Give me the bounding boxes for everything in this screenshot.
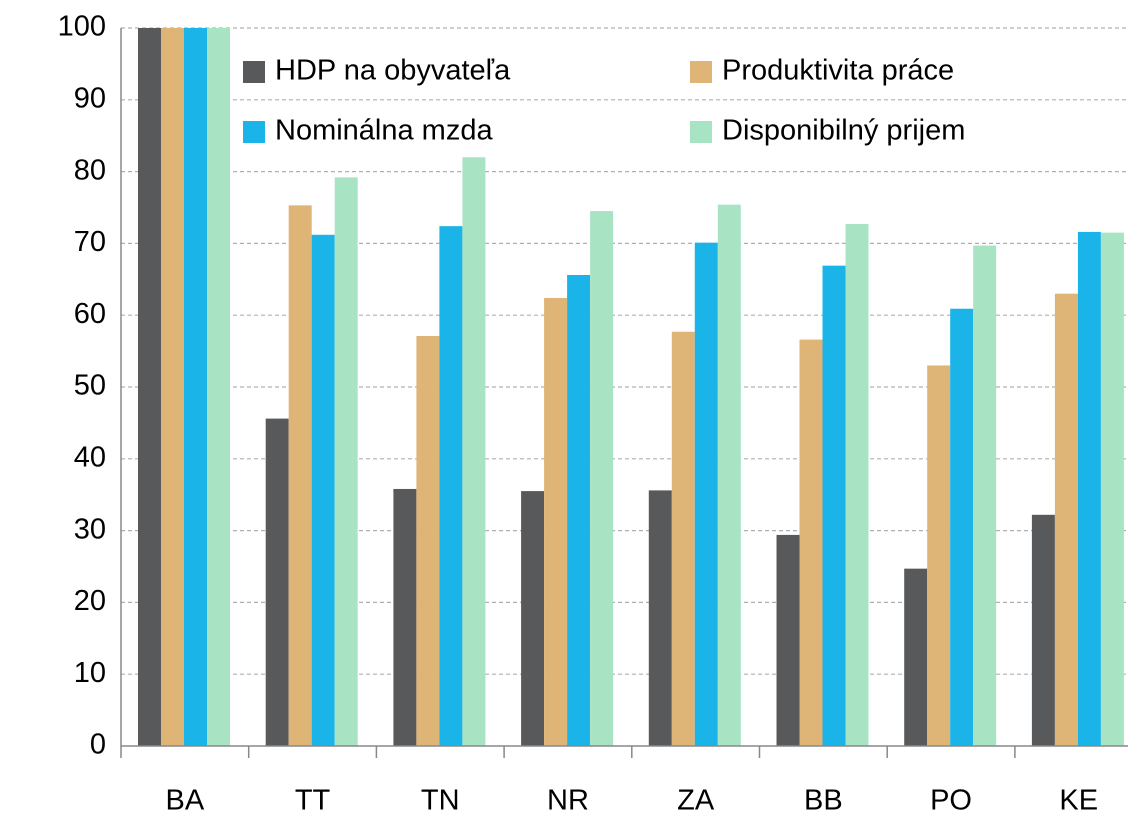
y-tick-label: 80: [74, 154, 106, 186]
bar: [973, 245, 997, 746]
bar: [311, 234, 335, 746]
x-tick-label: NR: [547, 785, 589, 816]
bar: [544, 297, 568, 746]
y-tick-label: 70: [74, 226, 106, 258]
bar: [717, 204, 741, 747]
bar: [138, 28, 161, 746]
bar: [648, 490, 672, 746]
x-tick-label: BA: [166, 785, 205, 816]
bar: [590, 211, 614, 747]
legend-swatch: [690, 61, 712, 83]
bar: [822, 265, 846, 746]
legend-label: HDP na obyvateľa: [275, 55, 511, 87]
bar: [462, 157, 486, 747]
bar: [776, 534, 800, 746]
legend-swatch: [243, 121, 265, 143]
y-tick-label: 50: [74, 370, 106, 402]
y-tick-label: 60: [74, 298, 106, 330]
bar: [161, 28, 184, 746]
bar: [521, 491, 545, 746]
x-tick-label: ZA: [677, 785, 715, 816]
y-tick-label: 30: [74, 513, 106, 545]
legend-swatch: [690, 121, 712, 143]
bar: [288, 205, 312, 746]
legend-label: Produktivita práce: [722, 55, 954, 87]
x-tick-label: KE: [1059, 785, 1098, 816]
bar: [904, 568, 928, 746]
bar: [393, 488, 417, 746]
y-tick-label: 90: [74, 82, 106, 114]
y-tick-label: 10: [74, 657, 106, 689]
x-tick-label: TN: [421, 785, 460, 816]
bar: [694, 242, 718, 746]
bar: [799, 339, 823, 746]
bar: [1100, 232, 1124, 746]
bar: [416, 336, 440, 746]
legend-swatch: [243, 61, 265, 83]
bar: [950, 308, 974, 746]
bar: [1077, 231, 1101, 747]
bar: [845, 224, 869, 746]
bar: [671, 331, 695, 746]
x-tick-label: PO: [930, 785, 972, 816]
bar: [1054, 293, 1078, 746]
x-tick-label: BB: [804, 785, 843, 816]
bar: [439, 226, 463, 747]
bar: [334, 177, 358, 746]
y-tick-label: 40: [74, 441, 106, 473]
legend-label: Disponibilný prijem: [722, 115, 965, 147]
bar: [184, 28, 207, 746]
legend-label: Nominálna mzda: [275, 115, 493, 147]
y-tick-label: 100: [58, 11, 106, 43]
bar: [207, 28, 230, 746]
bar: [567, 274, 591, 746]
bar: [1031, 514, 1055, 746]
y-tick-label: 0: [90, 729, 106, 761]
bar: [927, 365, 951, 746]
y-tick-label: 20: [74, 585, 106, 617]
x-tick-label: TT: [295, 785, 331, 816]
bar: [265, 418, 289, 746]
